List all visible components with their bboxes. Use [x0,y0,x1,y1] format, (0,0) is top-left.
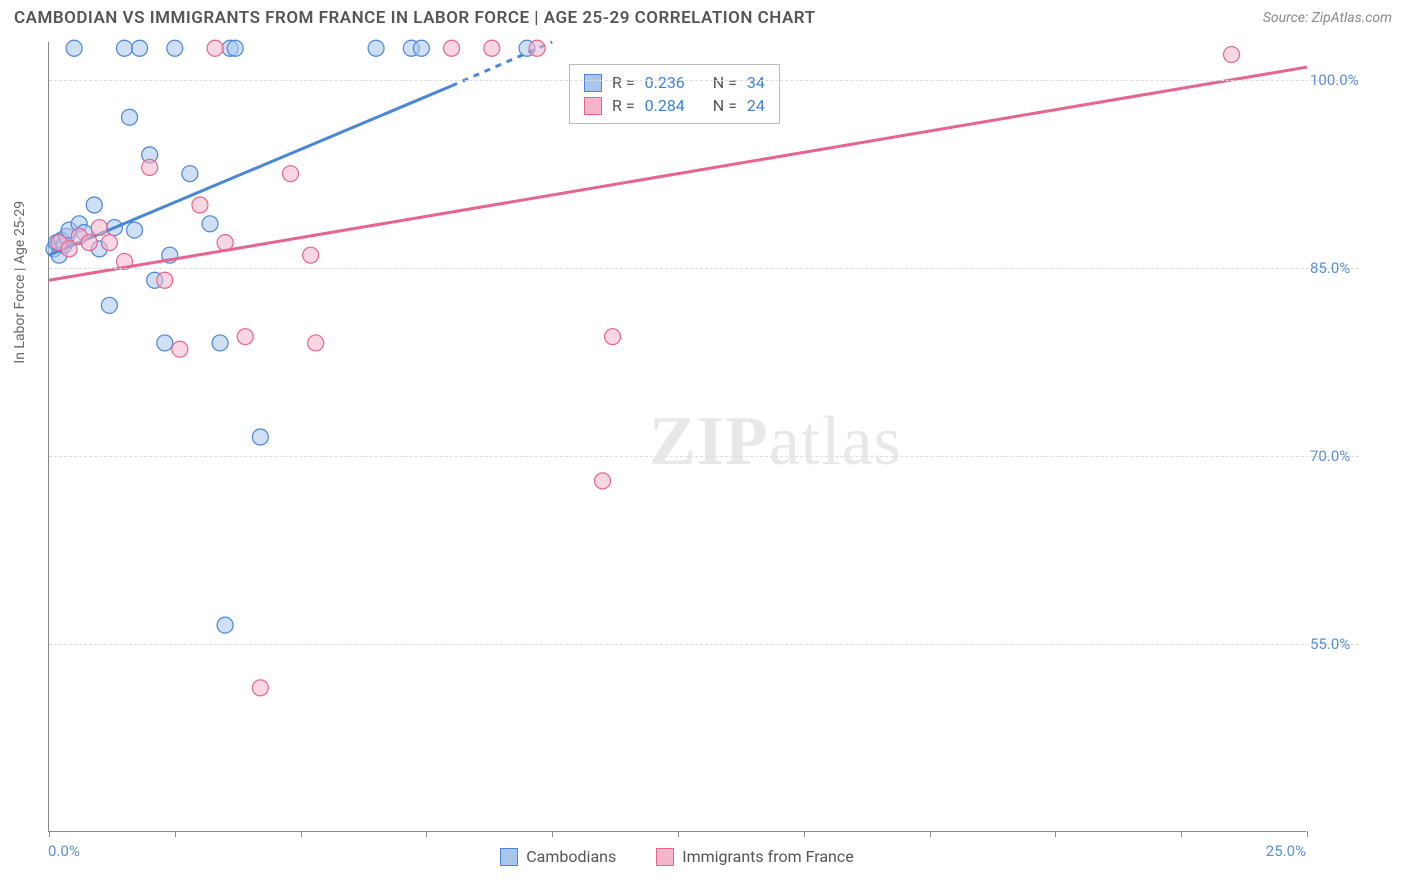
data-point [202,216,218,232]
gridline [49,80,1359,81]
xtick [301,831,302,837]
n-value: 34 [747,73,765,92]
page-title: CAMBODIAN VS IMMIGRANTS FROM FRANCE IN L… [14,8,816,28]
data-point [116,40,132,56]
data-point [81,235,97,251]
data-point [212,335,228,351]
legend-item: Cambodians [500,847,616,866]
xtick [804,831,805,837]
gridline [49,268,1359,269]
data-point [283,166,299,182]
gridline [49,456,1359,457]
data-point [444,40,460,56]
data-point [127,222,143,238]
data-point [217,617,233,633]
xtick-label: 0.0% [48,842,80,860]
data-point [132,40,148,56]
legend-label: Immigrants from France [682,847,854,866]
stats-row: R = 0.236 N = 34 [584,71,765,94]
xtick [930,831,931,837]
data-point [595,473,611,489]
legend-item: Immigrants from France [656,847,854,866]
data-point [157,272,173,288]
xtick [1181,831,1182,837]
data-point [172,341,188,357]
data-point [86,197,102,213]
ytick-label: 100.0% [1310,71,1359,89]
data-point [605,329,621,345]
data-point [122,109,138,125]
data-point [142,159,158,175]
regression-line [49,86,452,255]
data-point [207,40,223,56]
data-point [157,335,173,351]
n-label: N = [713,96,737,115]
data-point [237,329,253,345]
legend-label: Cambodians [526,847,616,866]
ytick-label: 85.0% [1310,259,1350,277]
xtick [552,831,553,837]
data-point [101,297,117,313]
r-value: 0.284 [645,96,685,115]
plot-area: ZIPatlas R = 0.236 N = 34 R = 0.284 N = … [48,42,1306,832]
r-label: R = [612,96,635,115]
data-point [303,247,319,263]
data-point [252,429,268,445]
data-point [182,166,198,182]
stats-box: R = 0.236 N = 34 R = 0.284 N = 24 [569,64,780,124]
xtick [1307,831,1308,837]
data-point [484,40,500,56]
source-attribution: Source: ZipAtlas.com [1263,10,1392,26]
xtick [426,831,427,837]
legend: Cambodians Immigrants from France [48,847,1306,866]
data-point [308,335,324,351]
legend-swatch [500,848,518,866]
data-point [529,40,545,56]
data-point [66,40,82,56]
data-point [101,235,117,251]
data-point [227,40,243,56]
n-label: N = [713,73,737,92]
ytick-label: 70.0% [1310,447,1350,465]
r-label: R = [612,73,635,92]
series-swatch [584,74,602,92]
data-point [167,40,183,56]
xtick [175,831,176,837]
xtick [49,831,50,837]
data-point [252,680,268,696]
series-swatch [584,97,602,115]
correlation-chart: In Labor Force | Age 25-29 ZIPatlas R = … [48,42,1368,832]
ytick-label: 55.0% [1310,635,1350,653]
stats-row: R = 0.284 N = 24 [584,94,765,117]
n-value: 24 [747,96,765,115]
data-point [192,197,208,213]
r-value: 0.236 [645,73,685,92]
plot-svg [49,42,1307,832]
data-point [91,220,107,236]
data-point [413,40,429,56]
legend-swatch [656,848,674,866]
xtick-label: 25.0% [1266,842,1306,860]
data-point [1224,47,1240,63]
data-point [368,40,384,56]
gridline [49,644,1359,645]
xtick [1055,831,1056,837]
xtick [678,831,679,837]
y-axis-label: In Labor Force | Age 25-29 [12,201,28,364]
